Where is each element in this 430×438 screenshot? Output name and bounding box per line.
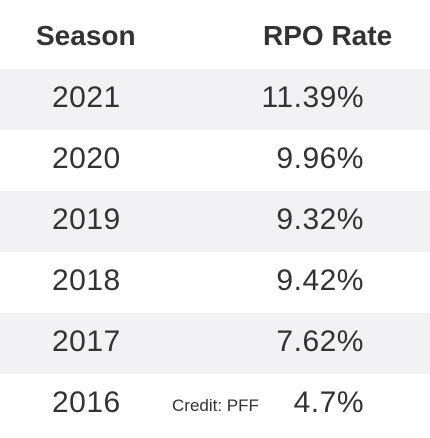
rpo-rate-cell: 9.32%: [276, 203, 364, 236]
rpo-rate-cell: 9.42%: [276, 264, 364, 297]
season-cell: 2021: [52, 81, 121, 114]
season-column-header: Season: [36, 20, 136, 51]
table-header: Season RPO Rate: [0, 0, 430, 68]
season-cell: 2018: [52, 264, 121, 297]
season-cell: 2016: [52, 386, 121, 419]
table-row: 2017 7.62%: [0, 313, 430, 374]
table-row: 2020 9.96%: [0, 130, 430, 191]
rpo-rate-cell: 11.39%: [261, 81, 364, 114]
season-cell: 2020: [52, 142, 121, 175]
season-cell: 2019: [52, 203, 121, 236]
table-row: 2018 9.42%: [0, 252, 430, 313]
rpo-rate-cell: 9.96%: [276, 142, 364, 175]
rpo-rate-cell: 7.62%: [276, 325, 364, 358]
rpo-rate-cell: 4.7%: [293, 386, 364, 419]
table-body: 2021 11.39% 2020 9.96% 2019 9.32% 2018 9…: [0, 69, 430, 435]
rpo-rate-column-header: RPO Rate: [263, 20, 393, 51]
season-cell: 2017: [52, 325, 121, 358]
table-row: 2021 11.39%: [0, 69, 430, 130]
table-row: 2016 4.7%: [0, 374, 430, 435]
credit-text: Credit: PFF: [172, 396, 259, 415]
table-row: 2019 9.32%: [0, 191, 430, 252]
